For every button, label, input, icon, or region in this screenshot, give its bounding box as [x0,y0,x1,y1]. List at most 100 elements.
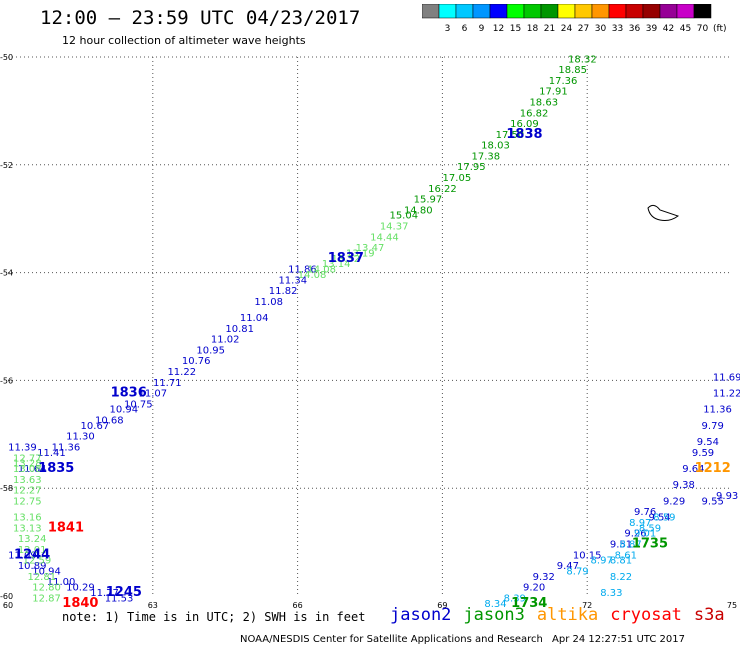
track-label: 1212 [695,461,731,476]
x-tick-label: 66 [293,601,303,610]
x-tick-label: 63 [148,601,158,610]
colorbar-label: 33 [612,24,623,34]
data-point: 14.08 [298,270,327,281]
data-point: 8.87 [620,539,642,550]
track-label: 1735 [632,536,668,551]
data-point: 15.04 [389,211,418,222]
legend-item-jason2: jason2 [390,605,452,625]
track-label: 1841 [48,520,84,535]
footer-timestamp: Apr 24 12:27:51 UTC 2017 [552,634,685,645]
data-point: 9.38 [673,480,695,491]
data-point: 12.87 [32,593,61,604]
data-point: 8.34 [484,599,506,610]
colorbar-label: 9 [479,24,485,34]
data-point: 17.38 [472,151,501,162]
data-point: 13.28 [13,459,42,470]
data-point: 12.59 [23,556,52,567]
data-point: 9.47 [557,561,579,572]
data-point: 17.05 [443,173,472,184]
data-point: 8.81 [610,556,632,567]
data-point: 11.30 [66,432,95,443]
colorbar-label: 15 [510,24,521,34]
data-point: 13.14 [322,259,351,270]
data-point: 13.19 [346,248,375,259]
colorbar-label: 21 [544,24,555,34]
data-point: 8.59 [639,523,661,534]
data-point: 14.08 [307,265,336,276]
legend-item-s3a: s3a [693,605,725,625]
colorbar-label: 24 [561,24,573,34]
data-point: 10.76 [182,356,211,367]
track-label: 1734 [511,596,547,611]
data-point: 11.39 [8,442,37,453]
data-point: 11.53 [105,593,134,604]
track-label: 1244 [14,547,50,562]
data-point: 14.37 [380,221,409,232]
data-point: 11.07 [138,389,167,400]
island-outline [647,204,680,221]
track-label: 1245 [106,585,142,600]
data-point: 12.01 [18,545,47,556]
data-point: 11.09 [8,550,37,561]
satellite-legend: jason2 jason3 altika cryosat s3a [390,605,737,625]
data-point: 9.93 [716,491,738,502]
data-point: 13.24 [18,534,47,545]
data-point: 8.61 [615,550,637,561]
data-point: 18.32 [568,54,597,65]
data-point: 9.01 [634,529,656,540]
track-label: 1838 [506,127,542,142]
data-point: 10.29 [66,583,95,594]
y-tick-label: -60 [0,592,13,601]
data-point: 11.71 [153,378,182,389]
legend-item-jason3: jason3 [463,605,525,625]
data-point: 12.77 [13,453,42,464]
data-point: 18.85 [558,65,587,76]
y-tick-label: -58 [0,484,13,493]
data-point: 11.22 [713,389,740,400]
footer-credit: NOAA/NESDIS Center for Satellite Applica… [240,634,543,645]
track-label: 1836 [111,386,147,401]
data-point: 12.80 [32,583,61,594]
x-tick-label: 69 [437,601,447,610]
y-tick-label: -56 [0,376,13,385]
colorbar-label: 42 [663,24,674,34]
data-point: 13.08 [13,464,42,475]
y-tick-label: -52 [0,161,13,170]
color-scale-legend: 3 6 9 12 15 18 21 24 27 30 33 36 39 42 45 70 (ft) [422,4,727,34]
x-tick-label: 72 [582,601,592,610]
track-label: 1837 [328,251,364,266]
data-point: 9.54 [697,437,719,448]
data-point: 17.50 [496,130,525,141]
data-point: 9.26 [624,529,646,540]
data-point: 8.59 [653,513,675,524]
data-point: 18.63 [529,98,558,109]
colorbar-label: 39 [646,24,658,34]
data-point: 11.82 [269,286,298,297]
data-point: 8.97 [629,518,651,529]
data-point: 13.13 [13,523,42,534]
data-point: 10.94 [32,566,61,577]
data-point: 11.36 [52,442,81,453]
colorbar-label: 3 [445,24,451,34]
legend-item-cryosat: cryosat [610,605,682,625]
x-tick-label: 60 [3,601,13,610]
legend-item-altika: altika [536,605,599,625]
data-point: 15.97 [414,195,443,206]
data-point: 9.29 [663,496,685,507]
data-point: 13.47 [356,243,385,254]
data-point: 11.36 [703,405,732,416]
data-point: 10.94 [110,405,139,416]
data-point: 16.09 [510,119,539,130]
data-point: 12.75 [13,496,42,507]
data-point: 9.79 [702,421,724,432]
data-point: 9.59 [692,448,714,459]
data-point: 17.91 [539,87,568,98]
colorbar-label: 27 [578,24,589,34]
data-point: 9.32 [533,572,555,583]
data-point: 11.64 [18,464,47,475]
colorbar-label: 36 [629,24,641,34]
colorbar-label: 6 [462,24,468,34]
data-point: 11.69 [713,372,740,383]
colorbar-unit: (ft) [713,24,727,34]
data-point: 8.33 [600,588,622,599]
